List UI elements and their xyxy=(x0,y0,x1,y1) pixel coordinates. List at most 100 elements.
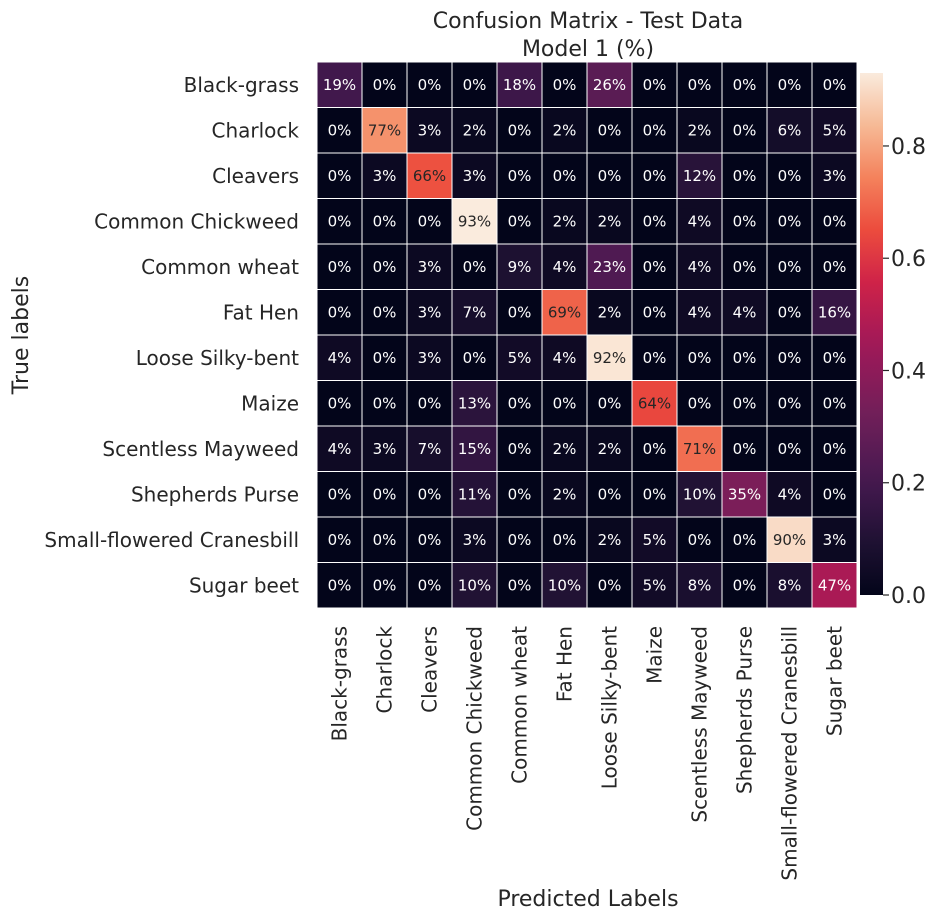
colorbar-tick-label: 0.8 xyxy=(891,135,926,160)
heatmap-cell xyxy=(586,289,633,336)
cell-value-label: 0% xyxy=(778,303,802,321)
heatmap-cell xyxy=(631,516,678,563)
cell-value-label: 2% xyxy=(463,121,487,139)
cell-value-label: 0% xyxy=(373,531,397,549)
cell-value-label: 11% xyxy=(458,485,491,503)
heatmap-cell xyxy=(766,198,813,245)
heatmap-cell xyxy=(361,243,408,290)
cell-value-label: 0% xyxy=(508,303,532,321)
heatmap-cell xyxy=(811,471,858,518)
cell-value-label: 0% xyxy=(553,531,577,549)
cell-value-label: 3% xyxy=(418,303,442,321)
cell-value-label: 2% xyxy=(598,212,622,230)
cell-value-label: 0% xyxy=(643,76,667,94)
cell-value-label: 0% xyxy=(373,576,397,594)
cell-value-label: 0% xyxy=(688,76,712,94)
cell-value-label: 0% xyxy=(553,76,577,94)
heatmap-cell xyxy=(676,289,723,336)
heatmap-cell xyxy=(451,289,498,336)
heatmap-cell xyxy=(496,471,543,518)
heatmap-cell xyxy=(766,380,813,427)
cell-value-label: 0% xyxy=(418,394,442,412)
cell-value-label: 0% xyxy=(373,258,397,276)
heatmap-cell xyxy=(586,152,633,199)
column-tick-labels: Black-grass Charlock Cleavers Common Chickw… xyxy=(328,626,847,881)
cell-value-label: 0% xyxy=(508,576,532,594)
heatmap-cell xyxy=(316,61,363,108)
column-tick-label: Scentless Mayweed xyxy=(688,626,712,823)
cell-value-label: 5% xyxy=(508,349,532,367)
heatmap-cell xyxy=(406,380,453,427)
cell-value-label: 0% xyxy=(733,440,757,458)
cell-value-label: 0% xyxy=(373,394,397,412)
heatmap-cell xyxy=(541,425,588,472)
row-tick-label: Scentless Mayweed xyxy=(102,437,299,461)
cell-value-label: 0% xyxy=(733,258,757,276)
heatmap-cell xyxy=(721,198,768,245)
heatmap-cell xyxy=(316,425,363,472)
cell-value-label: 0% xyxy=(508,212,532,230)
row-tick-label: Cleavers xyxy=(212,164,299,188)
heatmap-cell xyxy=(586,380,633,427)
heatmap-cell xyxy=(541,61,588,108)
heatmap-cell xyxy=(766,516,813,563)
cell-value-label: 5% xyxy=(823,121,847,139)
heatmap-cell xyxy=(766,562,813,609)
cell-value-label: 0% xyxy=(508,485,532,503)
cell-value-label: 77% xyxy=(368,121,401,139)
heatmap-cell xyxy=(406,516,453,563)
cell-value-label: 2% xyxy=(598,303,622,321)
heatmap-cell xyxy=(541,516,588,563)
cell-value-label: 0% xyxy=(688,394,712,412)
cell-value-label: 2% xyxy=(553,485,577,503)
cell-value-label: 0% xyxy=(643,349,667,367)
heatmap-cell xyxy=(676,334,723,381)
cell-value-label: 3% xyxy=(373,440,397,458)
cell-value-label: 3% xyxy=(463,531,487,549)
heatmap-cell xyxy=(496,380,543,427)
cell-value-label: 0% xyxy=(553,167,577,185)
row-tick-label: Black-grass xyxy=(184,73,299,97)
cell-value-label: 4% xyxy=(688,303,712,321)
cell-value-label: 0% xyxy=(373,212,397,230)
cell-value-label: 0% xyxy=(598,485,622,503)
heatmap-cell xyxy=(586,516,633,563)
cell-value-label: 0% xyxy=(553,394,577,412)
cell-value-label: 0% xyxy=(823,212,847,230)
cell-value-label: 23% xyxy=(593,258,626,276)
cell-value-label: 2% xyxy=(598,440,622,458)
chart-subtitle: Model 1 (%) xyxy=(522,37,654,62)
heatmap-cell xyxy=(811,380,858,427)
cell-value-label: 0% xyxy=(598,394,622,412)
x-axis-label: Predicted Labels xyxy=(497,887,678,912)
cell-value-label: 69% xyxy=(548,303,581,321)
heatmap-cell xyxy=(811,516,858,563)
heatmap-cell xyxy=(721,61,768,108)
cell-value-label: 0% xyxy=(508,167,532,185)
cell-value-label: 2% xyxy=(553,121,577,139)
cell-value-label: 4% xyxy=(328,440,352,458)
column-tick-label: Small-flowered Cranesbill xyxy=(778,626,802,881)
heatmap-cell xyxy=(631,289,678,336)
cell-value-label: 0% xyxy=(373,349,397,367)
heatmap-cell xyxy=(586,243,633,290)
cell-value-label: 0% xyxy=(328,531,352,549)
heatmap-cell xyxy=(811,334,858,381)
heatmap-cell xyxy=(316,380,363,427)
heatmap-cell xyxy=(361,425,408,472)
cell-value-label: 0% xyxy=(643,212,667,230)
colorbar-tick-label: 0.2 xyxy=(891,472,926,497)
colorbar-ticks: 0.0 0.2 0.4 0.6 0.8 xyxy=(883,135,926,609)
cell-value-label: 0% xyxy=(463,349,487,367)
cell-value-label: 15% xyxy=(458,440,491,458)
cell-value-label: 6% xyxy=(778,121,802,139)
cell-value-label: 8% xyxy=(778,576,802,594)
heatmap-cell xyxy=(676,107,723,154)
heatmap-cell xyxy=(811,198,858,245)
heatmap-cell xyxy=(451,471,498,518)
cell-value-label: 7% xyxy=(418,440,442,458)
heatmap-cell xyxy=(361,516,408,563)
cell-value-label: 0% xyxy=(733,576,757,594)
cell-value-label: 0% xyxy=(418,76,442,94)
